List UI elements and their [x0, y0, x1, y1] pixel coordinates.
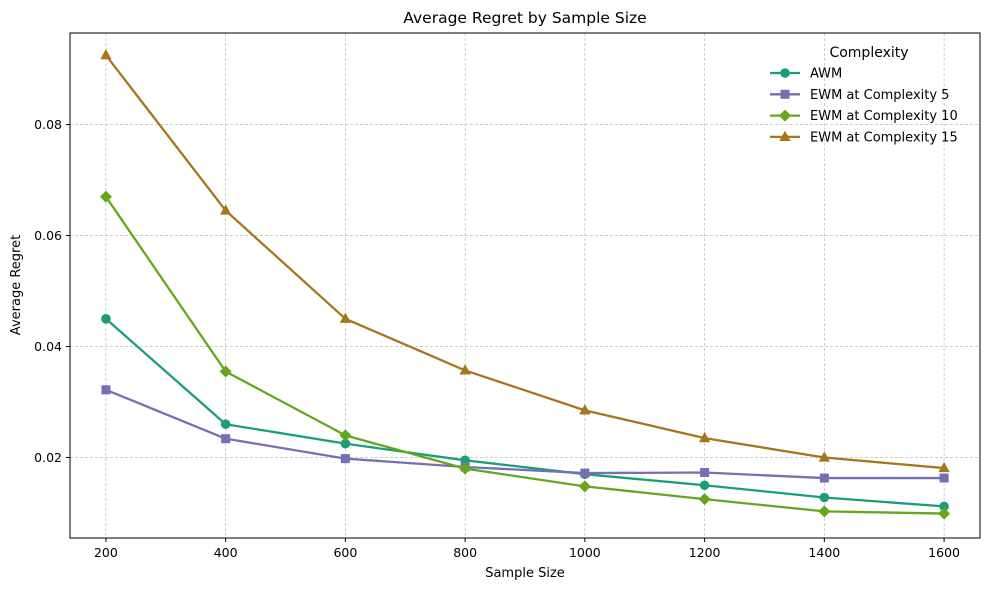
x-tick-label: 400 — [214, 545, 238, 560]
series-3-point — [100, 48, 112, 60]
series-2-point — [698, 493, 711, 506]
y-axis: 0.02 0.04 0.06 0.08 — [34, 117, 70, 465]
x-axis: 200 400 600 800 1000 1200 1400 1600 — [94, 538, 960, 560]
series-1-point — [939, 473, 949, 483]
series-2-point — [578, 480, 591, 493]
series-2 — [99, 190, 951, 520]
x-tick-label: 200 — [94, 545, 118, 560]
series-3-point — [818, 451, 830, 462]
chart-title: Average Regret by Sample Size — [403, 9, 646, 27]
series-2-line — [104, 196, 945, 515]
series-1-point — [221, 434, 231, 444]
series-1-point — [580, 468, 590, 478]
legend-item: EWM at Complexity 15 — [770, 130, 958, 145]
legend-swatch-marker — [779, 130, 791, 141]
series-2-point — [459, 462, 472, 475]
legend-item: EWM at Complexity 10 — [770, 109, 958, 124]
series-0-point — [101, 313, 111, 324]
series-3-point — [459, 364, 471, 375]
series-2-point — [938, 507, 951, 520]
series-0-point — [220, 419, 231, 430]
series-2-point — [219, 365, 232, 378]
legend-label: AWM — [810, 67, 842, 82]
x-tick-label: 800 — [453, 545, 477, 560]
y-axis-label: Average Regret — [9, 235, 24, 335]
plot-frame — [69, 32, 981, 539]
legend-title: Complexity — [829, 45, 908, 61]
legend-label: EWM at Complexity 15 — [810, 130, 958, 145]
series-2-point — [339, 429, 352, 442]
legend-label: EWM at Complexity 10 — [810, 109, 958, 124]
legend-item: AWM — [770, 67, 842, 82]
series-layer — [99, 48, 951, 520]
series-3-point — [698, 431, 711, 443]
series-3-point — [938, 461, 950, 473]
x-tick-label: 1600 — [928, 545, 960, 560]
series-3-point — [339, 312, 352, 323]
series-2-point — [99, 190, 112, 203]
series-1-line — [105, 388, 945, 480]
x-tick-label: 1400 — [808, 545, 840, 560]
series-3 — [100, 48, 950, 473]
legend-swatch-marker — [780, 89, 790, 99]
x-tick-label: 1000 — [569, 545, 601, 560]
y-tick-label: 0.04 — [34, 339, 62, 354]
legend-swatch-marker — [778, 109, 792, 122]
legend-swatch-marker — [780, 68, 790, 78]
series-0-point — [819, 492, 830, 503]
x-tick-label: 600 — [333, 545, 357, 560]
series-0-point — [699, 480, 710, 491]
series-2-point — [818, 505, 831, 518]
x-tick-label: 1200 — [689, 545, 721, 560]
x-axis-label: Sample Size — [485, 566, 565, 581]
legend-item: EWM at Complexity 5 — [770, 88, 949, 103]
series-3-point — [220, 204, 232, 215]
y-tick-label: 0.06 — [34, 228, 62, 243]
series-1-point — [101, 385, 111, 395]
y-tick-label: 0.02 — [34, 450, 62, 465]
series-3-point — [579, 404, 591, 415]
series-1-point — [340, 454, 350, 464]
series-1-point — [700, 468, 710, 478]
y-tick-label: 0.08 — [34, 117, 62, 132]
series-0-line — [105, 317, 945, 508]
legend: Complexity AWM EWM at Complexity 5 EWM at … — [770, 45, 958, 145]
series-1-point — [819, 473, 829, 483]
series-3-line — [105, 54, 945, 470]
legend-label: EWM at Complexity 5 — [810, 88, 949, 103]
